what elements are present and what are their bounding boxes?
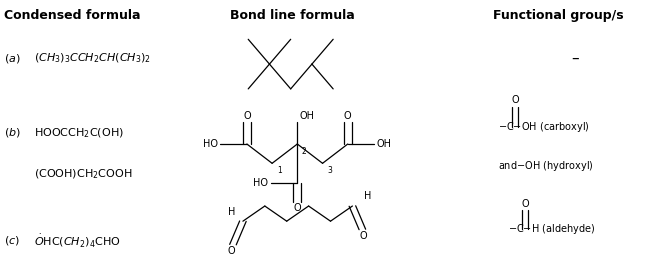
Text: HO: HO: [253, 178, 268, 188]
Text: O: O: [293, 203, 301, 213]
Text: O: O: [521, 199, 529, 209]
Text: Condensed formula: Condensed formula: [4, 9, 140, 22]
Text: –: –: [571, 51, 579, 66]
Text: O: O: [243, 111, 251, 120]
Text: $-$C$-$OH (carboxyl): $-$C$-$OH (carboxyl): [498, 120, 590, 134]
Text: $(a)$: $(a)$: [4, 52, 21, 65]
Text: $(CH_3)_3CCH_2CH(CH_3)_2$: $(CH_3)_3CCH_2CH(CH_3)_2$: [34, 52, 151, 65]
Text: OH: OH: [377, 139, 392, 149]
Text: Functional group/s: Functional group/s: [493, 9, 624, 22]
Text: O: O: [228, 246, 235, 256]
Text: O: O: [360, 231, 368, 241]
Text: HO: HO: [203, 139, 217, 149]
Text: 1: 1: [277, 166, 281, 175]
Text: O: O: [511, 96, 519, 106]
Text: O: O: [344, 111, 352, 120]
Text: and$-$OH (hydroxyl): and$-$OH (hydroxyl): [498, 159, 594, 173]
Text: H: H: [364, 191, 372, 201]
Text: Bond line formula: Bond line formula: [230, 9, 355, 22]
Text: (COOH)CH$_2$COOH: (COOH)CH$_2$COOH: [34, 168, 132, 181]
Text: 2: 2: [302, 147, 307, 156]
Text: HOOCCH$_2$C(OH): HOOCCH$_2$C(OH): [34, 126, 124, 140]
Text: 3: 3: [327, 166, 332, 175]
Text: $(c)$: $(c)$: [4, 234, 20, 247]
Text: OH: OH: [299, 111, 315, 120]
Text: H: H: [227, 207, 235, 217]
Text: $(b)$: $(b)$: [4, 127, 21, 140]
Text: $-$C$-$H (aldehyde): $-$C$-$H (aldehyde): [508, 222, 596, 237]
Text: $\dot{O}$HC$(CH_2)_4$CHO: $\dot{O}$HC$(CH_2)_4$CHO: [34, 232, 120, 249]
